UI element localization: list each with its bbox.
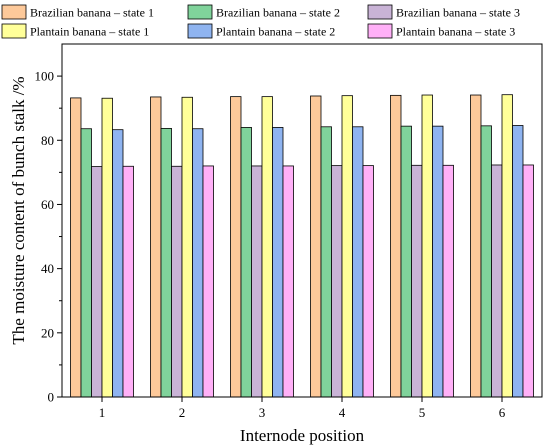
bar-3-series-4 — [261, 96, 273, 398]
y-tick-label: 60 — [41, 197, 54, 212]
bar-4-series-5 — [352, 126, 364, 398]
bar-5-series-3 — [411, 164, 423, 398]
x-tick-label: 4 — [339, 405, 346, 420]
bar-1-series-1 — [70, 97, 82, 398]
bar-1-series-4 — [101, 97, 113, 398]
bar-5-series-1 — [390, 94, 402, 398]
legend-swatch — [367, 4, 393, 20]
bar-1-series-6 — [122, 165, 134, 398]
bar-1-series-2 — [80, 128, 92, 398]
bar-1-series-3 — [91, 166, 103, 398]
bar-2-series-1 — [150, 96, 162, 398]
bar-6-series-4 — [501, 94, 513, 398]
bar-6-series-6 — [522, 164, 534, 398]
legend: Brazilian banana – state 1 Brazilian bana… — [1, 4, 520, 39]
legend-swatch — [367, 23, 393, 39]
bar-6-series-2 — [480, 125, 492, 398]
bar-1-series-5 — [112, 129, 124, 398]
bars-layer — [70, 94, 534, 398]
legend-swatch — [187, 23, 213, 39]
bar-5-series-6 — [442, 164, 454, 398]
y-axis-title: The moisture content of bunch stalk /% — [9, 76, 28, 344]
x-tick-label: 2 — [179, 405, 186, 420]
bar-2-series-2 — [160, 127, 172, 398]
legend-label: Plantain banana – state 3 — [396, 25, 515, 39]
legend-label: Brazilian banana – state 2 — [216, 6, 340, 20]
bar-3-series-1 — [230, 96, 242, 398]
x-tick-label: 1 — [99, 405, 106, 420]
y-tick-label: 80 — [41, 133, 54, 148]
bar-5-series-5 — [432, 125, 444, 398]
plot-frame — [61, 43, 543, 398]
legend-label: Plantain banana – state 1 — [30, 25, 149, 39]
y-tick-label: 20 — [41, 325, 54, 340]
x-tick-label: 6 — [499, 405, 506, 420]
legend-swatch — [1, 23, 27, 39]
y-tick-label: 100 — [35, 69, 55, 84]
x-tick-label: 3 — [259, 405, 266, 420]
bar-6-series-3 — [491, 164, 503, 398]
bar-3-series-5 — [272, 127, 284, 398]
bar-2-series-5 — [192, 128, 204, 398]
y-tick-label: 40 — [41, 261, 54, 276]
legend-label: Brazilian banana – state 3 — [396, 6, 520, 20]
bar-5-series-2 — [400, 125, 412, 398]
bar-6-series-5 — [512, 125, 524, 398]
bar-4-series-6 — [362, 165, 374, 398]
bar-5-series-4 — [421, 94, 433, 398]
bar-2-series-6 — [202, 165, 214, 398]
bar-2-series-4 — [181, 96, 193, 398]
legend-swatch — [1, 4, 27, 20]
bar-4-series-2 — [320, 126, 332, 398]
legend-swatch — [187, 4, 213, 20]
bar-6-series-1 — [470, 94, 482, 398]
bar-3-series-2 — [240, 127, 252, 398]
y-tick-label: 0 — [48, 390, 55, 405]
bar-3-series-6 — [282, 165, 294, 398]
legend-label: Brazilian banana – state 1 — [30, 6, 154, 20]
bar-3-series-3 — [251, 165, 263, 398]
legend-label: Plantain banana – state 2 — [216, 25, 335, 39]
x-tick-label: 5 — [419, 405, 426, 420]
bar-4-series-3 — [331, 165, 343, 398]
bar-4-series-4 — [341, 95, 353, 398]
y-axis: 0 20 40 60 80 100 — [35, 69, 62, 405]
x-axis-title: Internode position — [240, 426, 365, 445]
x-axis: 1 2 3 4 5 6 — [99, 397, 506, 420]
bar-4-series-1 — [310, 95, 322, 398]
bar-2-series-3 — [171, 165, 183, 398]
